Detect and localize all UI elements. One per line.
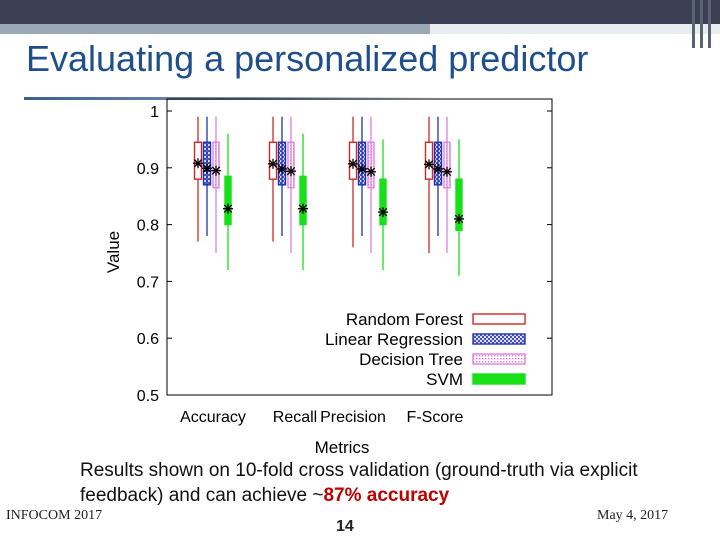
mean-stroke — [277, 164, 287, 174]
box-body — [433, 141, 443, 186]
mean-stroke — [298, 204, 308, 213]
box-plot-chart: 0.5 0.6 0.7 0.8 0.9 1 Accuracy Recall Precision… — [104, 98, 553, 457]
legend-label: Decision Tree — [359, 350, 463, 369]
y-tick-label: 0.6 — [137, 331, 159, 348]
box-svm — [223, 133, 233, 271]
mean-marker — [211, 165, 221, 176]
mean-stroke — [348, 159, 358, 169]
legend-swatch — [472, 313, 526, 325]
box-random-forest — [193, 116, 203, 242]
y-tick-label: 0.9 — [137, 161, 159, 178]
mean-marker — [357, 163, 367, 174]
footer-conference: INFOCOM 2017 — [6, 508, 103, 523]
x-tick-label: Accuracy — [180, 409, 246, 426]
box-body — [287, 141, 295, 189]
slide-title: Evaluating a personalized predictor — [26, 38, 589, 79]
box-svm — [378, 139, 388, 271]
box-linear-regression — [202, 116, 212, 236]
box-body — [299, 175, 307, 226]
caption-text: Results shown on 10-fold cross validatio… — [80, 460, 638, 506]
mean-marker — [366, 166, 376, 177]
y-axis-label: Value — [104, 231, 123, 273]
mean-stroke — [202, 164, 212, 173]
mean-stroke — [211, 166, 221, 175]
x-axis: Accuracy Recall Precision F-Score — [180, 409, 463, 426]
header-bar — [0, 0, 720, 24]
box-random-forest — [424, 116, 434, 253]
mean-stroke — [357, 164, 367, 174]
legend-swatch — [472, 373, 526, 385]
mean-marker — [454, 213, 464, 224]
box-body — [357, 141, 367, 186]
box-decision-tree — [286, 116, 296, 253]
mean-marker — [433, 163, 443, 174]
box-random-forest — [268, 116, 278, 242]
mean-stroke — [442, 167, 452, 176]
box-linear-regression — [357, 116, 367, 236]
legend-label: SVM — [426, 370, 463, 389]
footer-date: May 4, 2017 — [597, 508, 669, 523]
x-axis-label: Metrics — [315, 438, 370, 457]
x-tick-label: F-Score — [407, 409, 464, 426]
mean-stroke — [433, 164, 443, 174]
box-body — [367, 141, 375, 189]
page-number: 14 — [336, 518, 354, 535]
y-tick-label: 1 — [150, 104, 159, 121]
mean-stroke — [286, 166, 296, 176]
box-svm — [298, 133, 308, 271]
mean-stroke — [454, 214, 464, 224]
caption-highlight: 87% accuracy — [323, 485, 450, 506]
box-body — [443, 141, 451, 189]
mean-stroke — [193, 159, 203, 168]
mean-stroke — [223, 204, 233, 213]
legend-swatch — [472, 333, 526, 345]
mean-marker — [442, 166, 452, 177]
x-tick-label: Recall — [273, 409, 317, 426]
header-highlight — [430, 24, 720, 34]
mean-marker — [202, 163, 212, 174]
y-tick-label: 0.8 — [137, 218, 159, 235]
results-caption: Results shown on 10-fold cross validatio… — [80, 458, 700, 508]
box-body — [224, 175, 232, 226]
mean-marker — [298, 203, 308, 214]
box-linear-regression — [277, 116, 287, 236]
box-body — [455, 178, 463, 231]
box-decision-tree — [366, 116, 376, 253]
mean-stroke — [366, 167, 376, 176]
corner-decoration — [692, 0, 714, 48]
x-tick-label: Precision — [320, 409, 386, 426]
mean-marker — [268, 158, 278, 169]
y-tick-label: 0.5 — [137, 388, 159, 405]
mean-marker — [348, 158, 358, 169]
mean-marker — [286, 166, 296, 177]
box-decision-tree — [211, 116, 221, 253]
plot-frame — [166, 98, 553, 396]
box-linear-regression — [433, 116, 443, 236]
mean-marker — [193, 158, 203, 169]
legend-swatch — [472, 353, 526, 365]
box-body — [277, 141, 287, 186]
mean-marker — [223, 203, 233, 214]
y-tick-label: 0.7 — [137, 274, 159, 291]
box-svm — [454, 139, 464, 276]
box-decision-tree — [442, 116, 452, 253]
mean-marker — [277, 163, 287, 174]
mean-marker — [378, 207, 388, 218]
mean-marker — [424, 159, 434, 170]
header-stripe — [0, 24, 720, 34]
mean-stroke — [378, 207, 388, 217]
mean-stroke — [268, 159, 278, 169]
y-axis: 0.5 0.6 0.7 0.8 0.9 1 — [137, 104, 552, 405]
legend-label: Linear Regression — [325, 330, 463, 349]
mean-stroke — [424, 160, 434, 169]
box-series — [193, 116, 464, 276]
box-random-forest — [348, 116, 358, 248]
box-body — [212, 141, 220, 189]
legend-label: Random Forest — [346, 310, 463, 329]
box-body — [379, 178, 387, 226]
